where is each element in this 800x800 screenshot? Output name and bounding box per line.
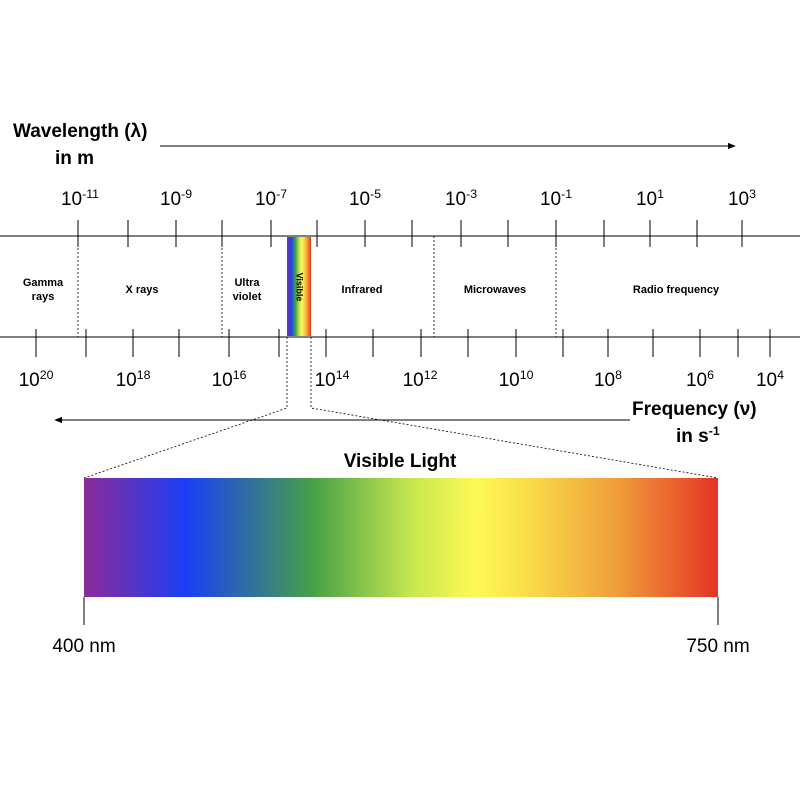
region-label: Infrared [342, 284, 383, 296]
frequency-label: 1012 [403, 368, 438, 391]
wavelength-label: 10-11 [61, 187, 99, 210]
frequency-label: 106 [686, 368, 714, 391]
exponent: 14 [336, 368, 350, 382]
exponent: -11 [82, 187, 99, 201]
frequency-label: 1020 [19, 368, 54, 391]
wavelength-label: 101 [636, 187, 664, 210]
region-label: Visible [295, 273, 305, 302]
exponent: 10 [520, 368, 534, 382]
visible-gradient [84, 478, 718, 597]
base: 10 [594, 370, 615, 391]
zoom-line [83, 337, 288, 479]
frequency-label: 104 [756, 368, 784, 391]
region-label: Ultra [234, 277, 260, 289]
range-start: 400 nm [52, 636, 115, 657]
exponent: 12 [424, 368, 438, 382]
region-label: rays [32, 291, 55, 303]
base: 10 [315, 370, 336, 391]
visible-title: Visible Light [344, 451, 457, 472]
region-label: Gamma [23, 277, 64, 289]
base: 10 [540, 189, 561, 210]
frequency-label: 1014 [315, 368, 350, 391]
exponent: 3 [749, 187, 756, 201]
exponent: -1 [709, 424, 720, 438]
exponent: 20 [40, 368, 54, 382]
base: 10 [19, 370, 40, 391]
base: 10 [212, 370, 233, 391]
wavelength-label: 103 [728, 187, 756, 210]
wavelength-label: 10-1 [540, 187, 572, 210]
base: 10 [499, 370, 520, 391]
frequency-label: 1016 [212, 368, 247, 391]
exponent: 4 [777, 368, 784, 382]
frequency-label: 108 [594, 368, 622, 391]
exponent: -1 [561, 187, 572, 201]
exponent: -3 [466, 187, 477, 201]
visible-strip [287, 237, 311, 336]
frequency-label: 1010 [499, 368, 534, 391]
wavelength-title: Wavelength (λ) [13, 121, 147, 142]
exponent: 18 [137, 368, 151, 382]
region-label: Radio frequency [633, 284, 720, 296]
base: 10 [445, 189, 466, 210]
base: 10 [686, 370, 707, 391]
base: 10 [636, 189, 657, 210]
exponent: 16 [233, 368, 247, 382]
exponent: 8 [615, 368, 622, 382]
base: 10 [728, 189, 749, 210]
range-end: 750 nm [686, 636, 749, 657]
wavelength-label: 10-9 [160, 187, 192, 210]
base: 10 [160, 189, 181, 210]
exponent: -5 [370, 187, 381, 201]
frequency-unit: in s-1 [676, 424, 720, 447]
base: 10 [349, 189, 370, 210]
base: 10 [756, 370, 777, 391]
region-label: violet [233, 291, 262, 303]
frequency-title: Frequency (ν) [632, 399, 757, 420]
wavelength-label: 10-3 [445, 187, 477, 210]
region-label: Microwaves [464, 284, 526, 296]
exponent: 6 [707, 368, 714, 382]
region-label: X rays [125, 284, 158, 296]
exponent: -9 [181, 187, 192, 201]
exponent: 1 [657, 187, 664, 201]
base: 10 [116, 370, 137, 391]
base: 10 [255, 189, 276, 210]
exponent: -7 [276, 187, 287, 201]
wavelength-unit: in m [55, 148, 94, 169]
frequency-label: 1018 [116, 368, 151, 391]
base: 10 [403, 370, 424, 391]
wavelength-label: 10-5 [349, 187, 381, 210]
wavelength-label: 10-7 [255, 187, 287, 210]
base: in s [676, 426, 709, 447]
base: 10 [61, 189, 82, 210]
